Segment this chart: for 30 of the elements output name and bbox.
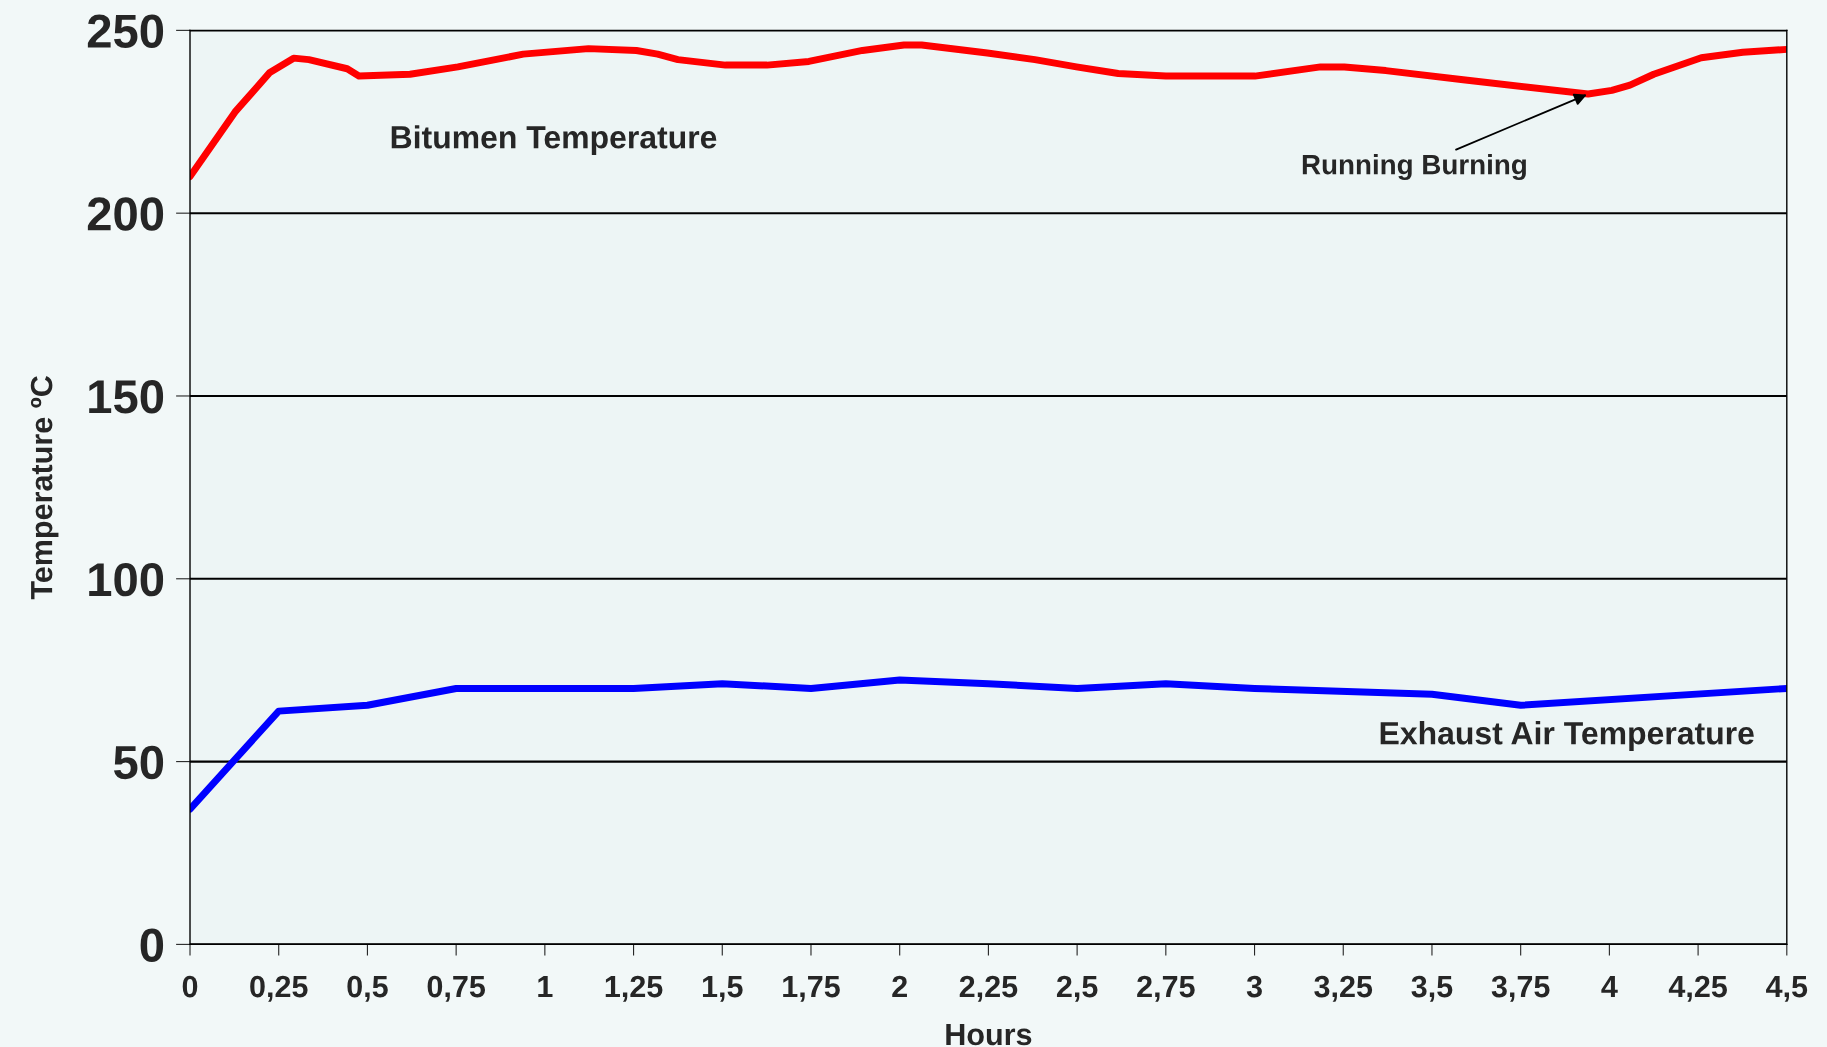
series-label: Bitumen Temperature [391,125,717,155]
x-axis-title: Hours [946,1024,1032,1046]
x-tick-label: 0,25 [250,975,308,1002]
x-tick-label: 1,75 [783,976,840,1002]
y-tick-label: 200 [87,197,164,231]
x-tick-label: 0 [182,975,198,998]
x-tick-label: 2 [892,975,907,998]
y-tick-label: 150 [89,380,164,414]
x-tick-label: 4,25 [1668,975,1727,1002]
x-tick-label: 4 [1601,976,1618,998]
x-tick-label: 1,25 [605,975,663,1002]
x-tick-label: 3,5 [1411,975,1453,1002]
annotation: Running Burning [1302,154,1526,181]
y-tick-label: 100 [89,562,164,597]
x-tick-label: 1 [538,976,553,998]
x-tick-label: 4,5 [1766,976,1808,1002]
x-tick-label: 1,5 [702,976,743,1002]
x-tick-label: 3 [1246,975,1262,998]
x-tick-label: 3,25 [1314,975,1373,1002]
x-tick-label: 2,5 [1056,975,1098,1002]
y-tick-label: 250 [87,14,164,48]
y-tick-label: 0 [140,928,164,962]
x-tick-label: 0,5 [347,975,388,1002]
x-tick-label: 0,75 [427,975,486,1002]
y-axis-title: Temperature ºC [30,375,59,600]
x-tick-label: 2,25 [959,975,1018,1002]
series-label: Exhaust Air Temperature [1380,721,1754,751]
x-tick-label: 3,75 [1491,975,1550,1002]
x-tick-label: 2,75 [1137,975,1195,1002]
y-tick-label: 50 [113,745,164,780]
